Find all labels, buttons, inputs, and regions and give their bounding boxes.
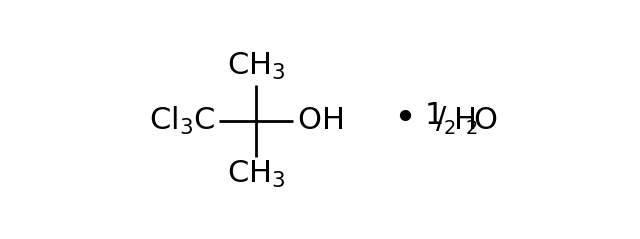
Text: 1: 1 — [425, 101, 444, 130]
Text: O: O — [473, 106, 497, 135]
Text: 2: 2 — [465, 119, 478, 138]
Text: $\mathregular{CH_3}$: $\mathregular{CH_3}$ — [227, 159, 285, 190]
Text: /: / — [436, 105, 446, 134]
Text: 2: 2 — [444, 119, 456, 138]
Text: $\mathregular{Cl_3C}$: $\mathregular{Cl_3C}$ — [148, 105, 215, 137]
Text: $\mathregular{OH}$: $\mathregular{OH}$ — [297, 106, 343, 135]
Text: $\mathregular{CH_3}$: $\mathregular{CH_3}$ — [227, 51, 285, 82]
Text: •: • — [394, 100, 417, 138]
Text: H: H — [454, 106, 477, 135]
